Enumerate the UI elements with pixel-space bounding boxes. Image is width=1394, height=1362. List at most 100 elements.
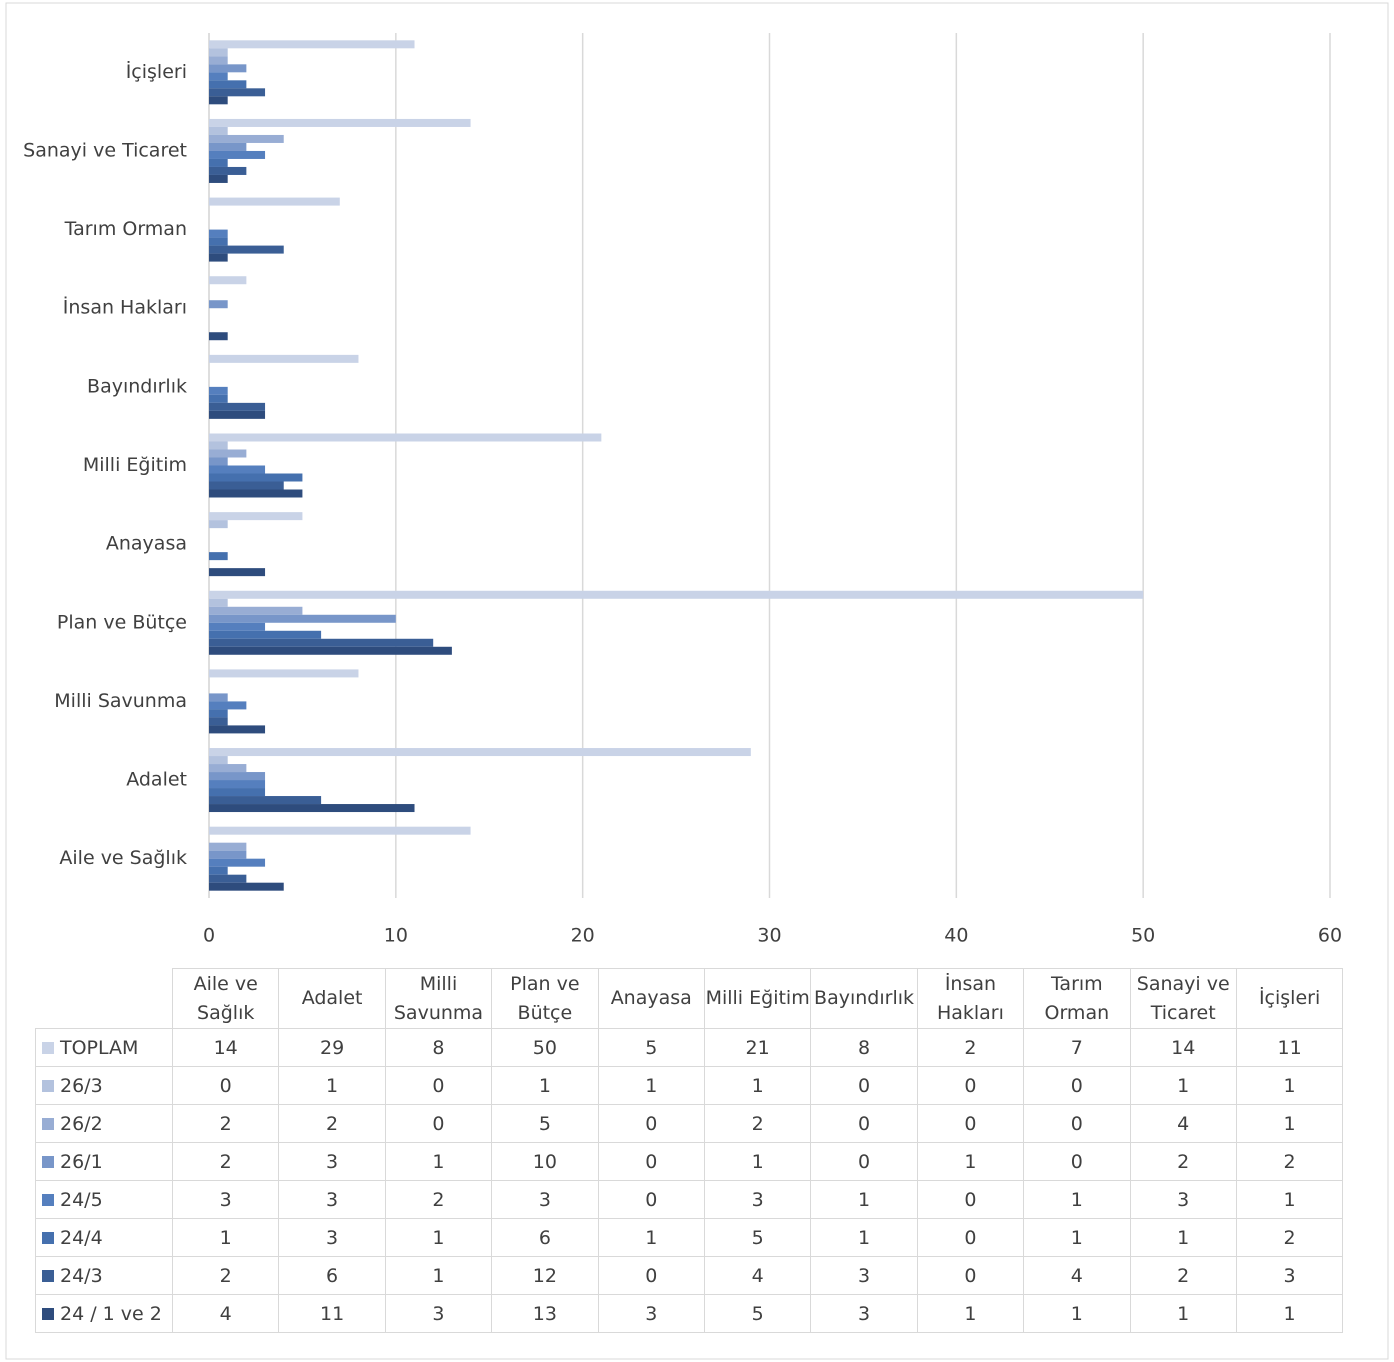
y-tick-label: Tarım Orman bbox=[64, 218, 187, 240]
bar bbox=[209, 197, 340, 206]
table-cell: 1 bbox=[1023, 1180, 1131, 1219]
column-header: Milli Savunma bbox=[384, 968, 493, 1029]
table-cell: 10 bbox=[491, 1142, 599, 1181]
legend-label: 26/3 bbox=[60, 1074, 103, 1097]
bar bbox=[209, 512, 303, 521]
table-cell: 6 bbox=[278, 1256, 386, 1295]
table-cell: 8 bbox=[384, 1028, 493, 1067]
legend-label: 26/1 bbox=[60, 1150, 103, 1173]
table-cell: 1 bbox=[384, 1142, 493, 1181]
bar bbox=[209, 709, 228, 718]
bar bbox=[209, 590, 1144, 599]
y-tick-label: Adalet bbox=[126, 769, 187, 791]
bar bbox=[209, 402, 266, 411]
bar bbox=[209, 552, 228, 561]
bar bbox=[209, 253, 228, 262]
table-cell: 3 bbox=[1129, 1180, 1237, 1219]
column-header: Sanayi ve Ticaret bbox=[1129, 968, 1237, 1029]
bar bbox=[209, 88, 266, 97]
column-header: Plan ve Bütçe bbox=[491, 968, 599, 1029]
table-row: 24 / 1 ve 2 4 11 3 13 3 5 3 1 1 1 1 bbox=[35, 1294, 1344, 1333]
table-cell: 1 bbox=[916, 1294, 1025, 1333]
table-cell: 0 bbox=[384, 1104, 493, 1143]
frame bbox=[5, 2, 1389, 1360]
table-cell: 3 bbox=[384, 1294, 493, 1333]
bar bbox=[209, 748, 751, 757]
legend-label: 24/3 bbox=[60, 1264, 103, 1287]
table-cell: 7 bbox=[1023, 1028, 1131, 1067]
bar bbox=[209, 441, 228, 450]
table-cell: 29 bbox=[278, 1028, 386, 1067]
table-cell: 2 bbox=[278, 1104, 386, 1143]
table-cell: 4 bbox=[1129, 1104, 1237, 1143]
table-cell: 4 bbox=[1023, 1256, 1131, 1295]
x-tick-label: 10 bbox=[384, 925, 408, 947]
bar bbox=[209, 606, 303, 615]
table-cell: 2 bbox=[1129, 1256, 1237, 1295]
bar bbox=[209, 166, 247, 175]
bar bbox=[209, 457, 228, 466]
bar bbox=[209, 638, 434, 647]
table-cell: 2 bbox=[916, 1028, 1025, 1067]
bar bbox=[209, 64, 247, 73]
bar bbox=[209, 568, 266, 577]
table-row: 24/4 1 3 1 6 1 5 1 0 1 1 2 bbox=[35, 1218, 1344, 1257]
table-cell: 2 bbox=[171, 1142, 280, 1181]
table-cell: 1 bbox=[1129, 1066, 1237, 1105]
table-cell: 1 bbox=[1235, 1180, 1344, 1219]
column-header: Aile ve Sağlık bbox=[171, 968, 280, 1029]
bar bbox=[209, 40, 415, 49]
bar bbox=[209, 229, 228, 238]
table-cell: 0 bbox=[597, 1142, 705, 1181]
table-cell: 2 bbox=[703, 1104, 812, 1143]
legend-entry: 26/1 bbox=[35, 1142, 173, 1181]
bar bbox=[209, 332, 228, 341]
bar bbox=[209, 796, 322, 805]
table-cell: 1 bbox=[384, 1256, 493, 1295]
legend-entry: 24/4 bbox=[35, 1218, 173, 1257]
legend-swatch bbox=[42, 1307, 54, 1320]
table-cell: 0 bbox=[916, 1256, 1025, 1295]
table-row: 26/3 0 1 0 1 1 1 0 0 0 1 1 bbox=[35, 1066, 1344, 1105]
corner bbox=[36, 969, 173, 1029]
bar bbox=[209, 473, 303, 482]
bar bbox=[209, 804, 415, 813]
legend-swatch bbox=[42, 1155, 54, 1168]
legend-entry: TOPLAM bbox=[35, 1028, 173, 1067]
table-cell: 1 bbox=[1235, 1294, 1344, 1333]
table-cell: 2 bbox=[384, 1180, 493, 1219]
table-cell: 0 bbox=[916, 1066, 1025, 1105]
bar bbox=[209, 630, 322, 639]
table-cell: 2 bbox=[1235, 1142, 1344, 1181]
table-cell: 0 bbox=[810, 1104, 918, 1143]
bar bbox=[209, 449, 247, 458]
legend-swatch bbox=[42, 1269, 54, 1282]
table-cell: 0 bbox=[916, 1218, 1025, 1257]
bar bbox=[209, 850, 247, 859]
bar bbox=[209, 410, 266, 419]
y-tick-label: Milli Eğitim bbox=[83, 454, 187, 476]
bar bbox=[209, 174, 228, 183]
table-cell: 2 bbox=[171, 1104, 280, 1143]
table-cell: 0 bbox=[810, 1142, 918, 1181]
table-cell: 1 bbox=[171, 1218, 280, 1257]
legend-label: 24 / 1 ve 2 bbox=[60, 1302, 162, 1325]
bar bbox=[209, 614, 396, 623]
bar bbox=[209, 826, 471, 835]
table-cell: 2 bbox=[171, 1256, 280, 1295]
table-cell: 0 bbox=[597, 1104, 705, 1143]
x-tick-label: 30 bbox=[757, 925, 781, 947]
table-cell: 0 bbox=[597, 1256, 705, 1295]
table-cell: 3 bbox=[810, 1294, 918, 1333]
bar bbox=[209, 882, 284, 891]
bar bbox=[209, 780, 266, 789]
y-tick-label: Bayındırlık bbox=[87, 375, 187, 397]
table-cell: 1 bbox=[491, 1066, 599, 1105]
table-cell: 4 bbox=[171, 1294, 280, 1333]
column-header: Tarım Orman bbox=[1023, 968, 1131, 1029]
legend-label: 24/4 bbox=[60, 1226, 103, 1249]
legend-swatch bbox=[42, 1231, 54, 1244]
table-row: 24/5 3 3 2 3 0 3 1 0 1 3 1 bbox=[35, 1180, 1344, 1219]
bar bbox=[209, 237, 228, 246]
